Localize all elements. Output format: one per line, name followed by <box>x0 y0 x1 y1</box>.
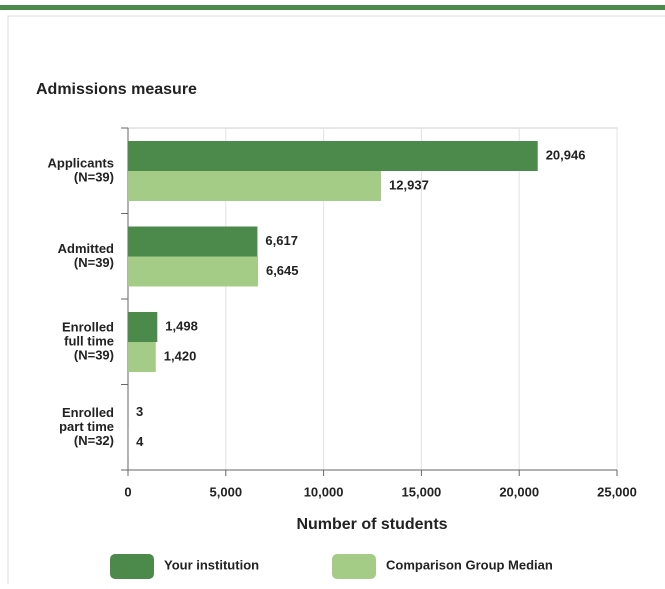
data-label: 3 <box>136 404 143 419</box>
bar <box>128 227 257 257</box>
y-tick-label: full time <box>64 333 114 348</box>
data-label: 12,937 <box>389 177 429 192</box>
y-tick-label: Admitted <box>58 241 114 256</box>
bar <box>128 312 157 342</box>
x-tick-label: 10,000 <box>304 484 344 499</box>
y-tick-label: Applicants <box>48 155 114 170</box>
data-label: 4 <box>136 434 144 449</box>
x-tick-label: 15,000 <box>402 484 442 499</box>
y-tick-label: (N=39) <box>74 347 114 362</box>
data-label: 6,617 <box>265 233 298 248</box>
data-label: 1,420 <box>164 348 197 363</box>
x-tick-label: 25,000 <box>597 484 637 499</box>
y-tick-label: (N=39) <box>74 169 114 184</box>
y-tick-label: part time <box>59 419 114 434</box>
legend-label: Comparison Group Median <box>386 557 553 572</box>
y-tick-label: Enrolled <box>62 405 114 420</box>
legend-swatch <box>332 554 376 579</box>
y-tick-label: (N=39) <box>74 255 114 270</box>
x-tick-label: 0 <box>124 484 131 499</box>
x-axis-title: Number of students <box>296 516 447 533</box>
data-label: 6,645 <box>266 263 299 278</box>
legend-swatch <box>110 554 154 579</box>
data-label: 20,946 <box>546 147 586 162</box>
x-tick-label: 20,000 <box>499 484 539 499</box>
y-tick-label: (N=32) <box>74 433 114 448</box>
bar <box>128 141 538 171</box>
top-bar <box>0 5 665 10</box>
bar <box>128 257 258 287</box>
bar <box>128 342 156 372</box>
legend-label: Your institution <box>164 557 259 572</box>
chart-title: Admissions measure <box>36 81 197 98</box>
y-tick-label: Enrolled <box>62 319 114 334</box>
bar <box>128 171 381 201</box>
data-label: 1,498 <box>165 318 198 333</box>
x-tick-label: 5,000 <box>210 484 243 499</box>
